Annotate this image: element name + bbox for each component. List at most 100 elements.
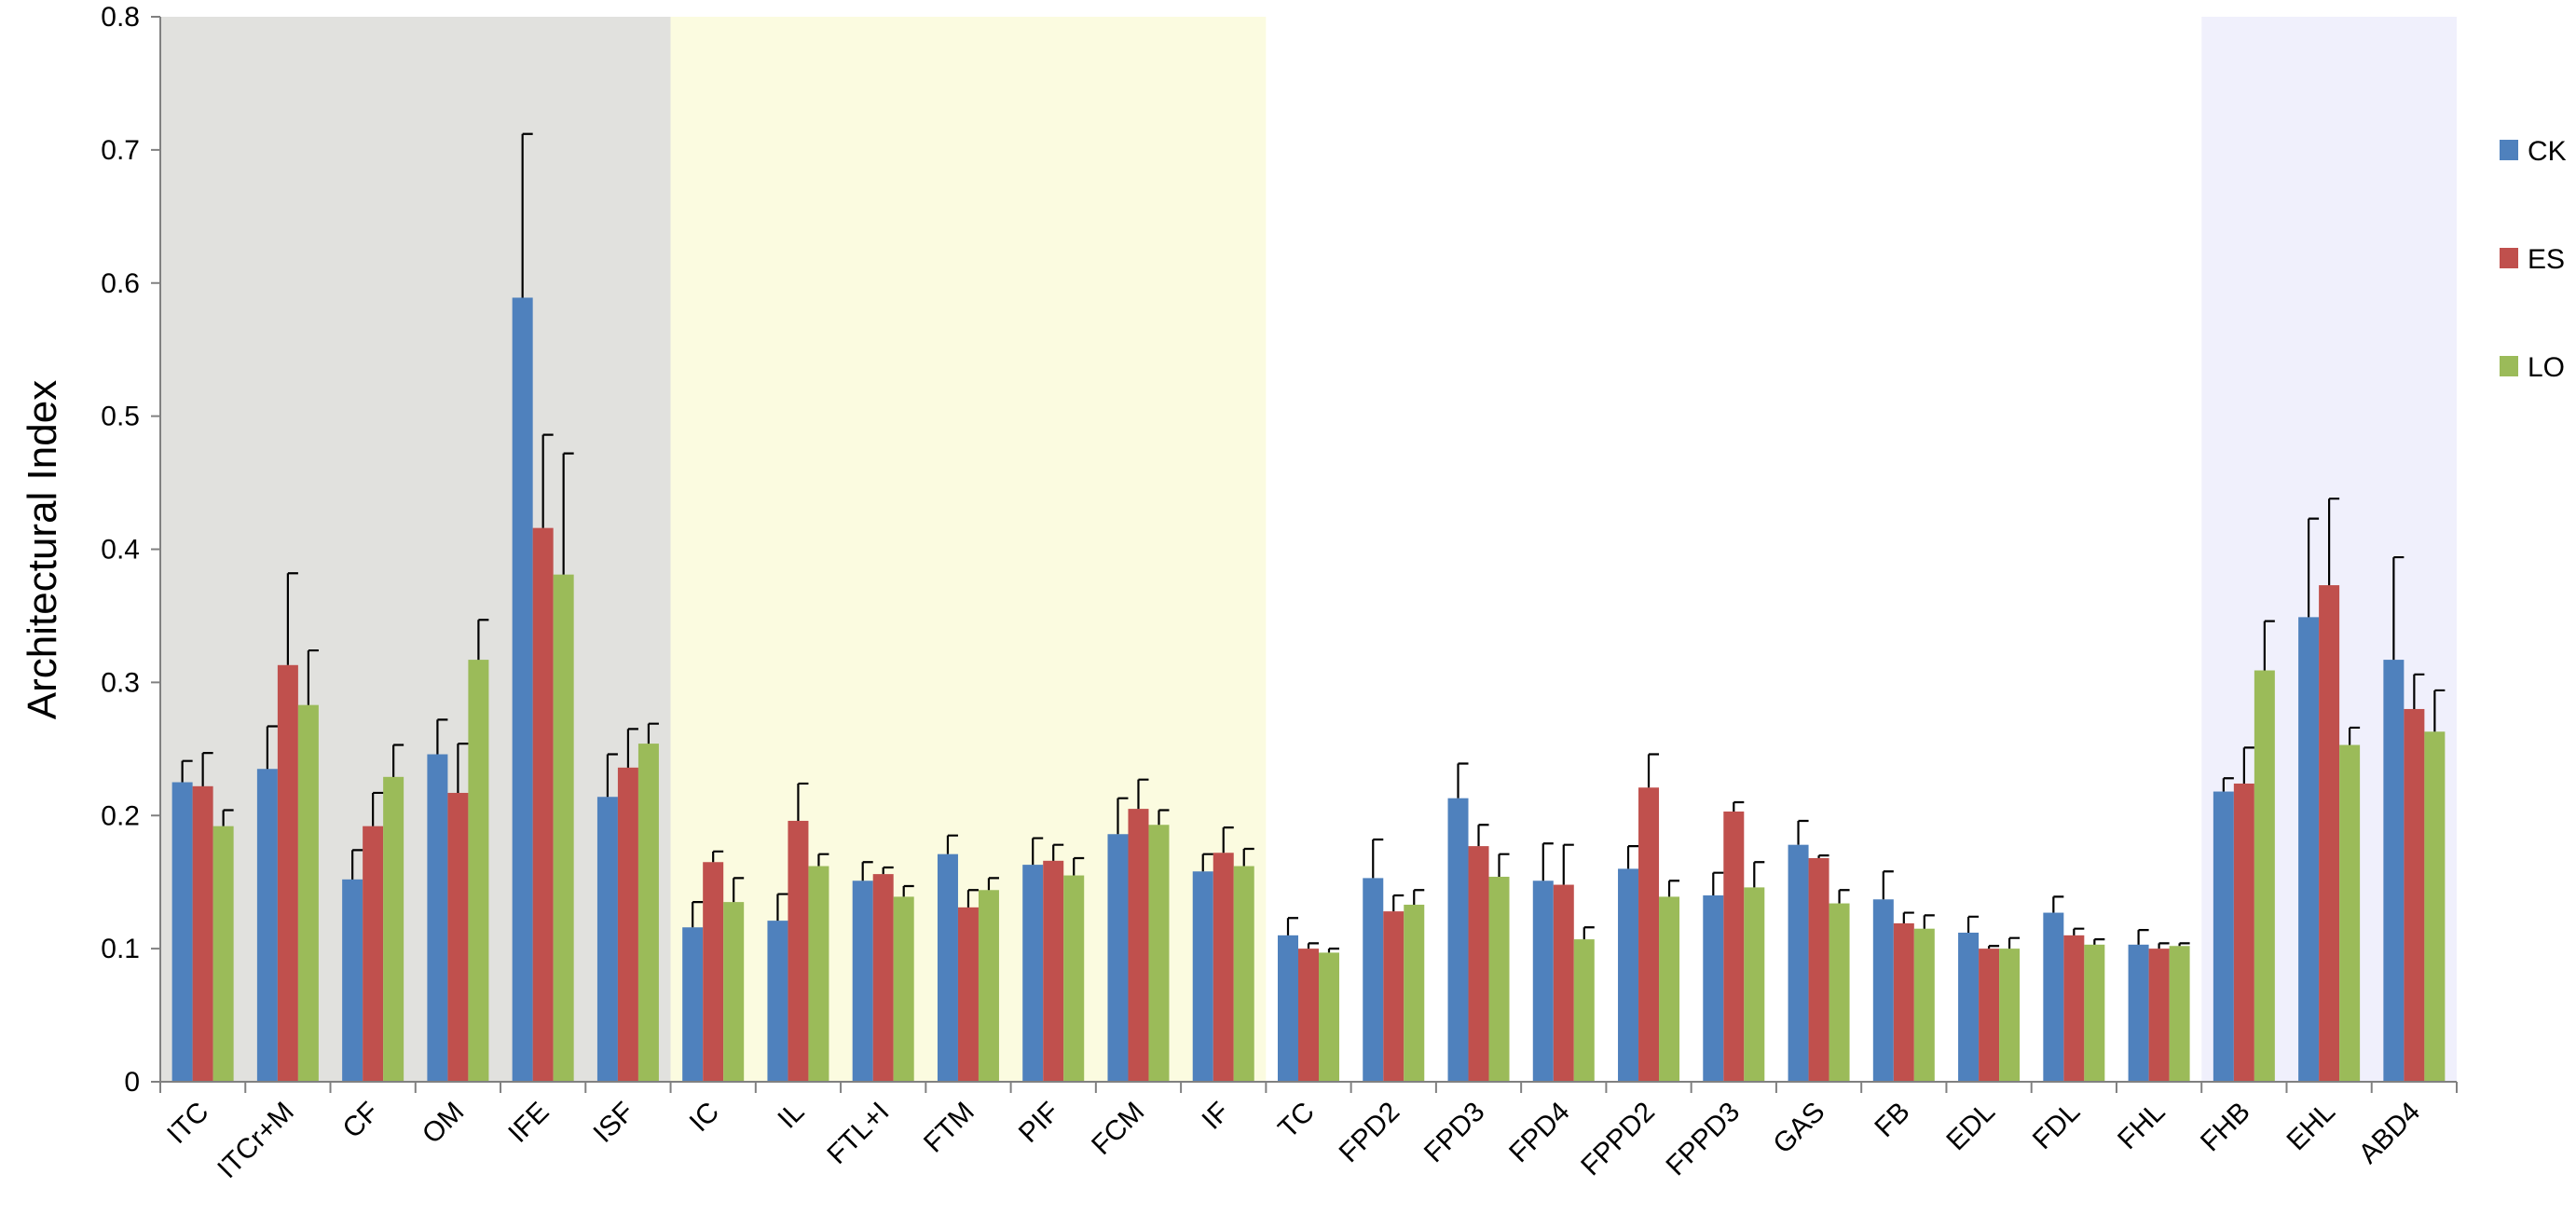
- bar-lo-ife: [553, 574, 574, 1082]
- errorbar-ck-3: [436, 718, 448, 755]
- x-tick-label: FPD3: [1418, 1097, 1491, 1169]
- bar-es-fpd3: [1468, 846, 1489, 1082]
- x-tick-label: IC: [684, 1097, 726, 1139]
- x-tick-label: FPD2: [1334, 1097, 1406, 1169]
- bar-es-edl: [1979, 949, 2000, 1082]
- legend-swatch-es: [2500, 248, 2518, 268]
- bar-ck-itc: [171, 782, 193, 1082]
- x-tick-label: OM: [417, 1097, 471, 1151]
- bar-ck-om: [427, 754, 448, 1082]
- errorbar-ck-20: [1882, 870, 1894, 900]
- x-tick-label: TC: [1272, 1097, 1321, 1145]
- bar-es-ftl-i: [872, 874, 894, 1082]
- legend: CK ES LO: [2500, 136, 2567, 383]
- errorbar-ck-26: [2392, 555, 2405, 661]
- errorbar-es-2: [372, 791, 384, 826]
- axes: [151, 16, 2458, 1093]
- errorbar-es-3: [457, 742, 469, 793]
- bar-ck-cf: [342, 879, 363, 1082]
- x-tick-label: IFE: [502, 1097, 555, 1149]
- errorbar-lo-9: [987, 877, 999, 891]
- shaded-region-1: [160, 17, 671, 1082]
- bar-lo-fcm: [1148, 825, 1170, 1082]
- x-tick-label: EHL: [2281, 1097, 2341, 1157]
- bar-lo-gas: [1829, 903, 1850, 1082]
- bar-es-fpd4: [1553, 884, 1574, 1082]
- errorbar-es-13: [1307, 942, 1319, 949]
- bar-es-fpd2: [1383, 911, 1404, 1082]
- bar-lo-ftl-i: [893, 896, 914, 1082]
- bar-ck-ehl: [2298, 617, 2320, 1082]
- bar-ck-ic: [682, 927, 704, 1082]
- x-tick-label: IL: [772, 1097, 810, 1135]
- x-tick-label: ISF: [588, 1097, 640, 1149]
- errorbar-es-16: [1562, 843, 1574, 885]
- bar-es-ehl: [2319, 585, 2340, 1082]
- x-tick-label: ABD4: [2353, 1097, 2427, 1170]
- bar-es-tc: [1298, 949, 1319, 1082]
- errorbar-lo-26: [2433, 689, 2446, 732]
- errorbar-ck-10: [1032, 837, 1044, 866]
- bar-es-fcm: [1128, 809, 1149, 1082]
- legend-label-ck: CK: [2528, 136, 2567, 167]
- errorbar-lo-8: [902, 884, 914, 897]
- errorbar-es-24: [2242, 746, 2254, 784]
- bar-es-cf: [363, 826, 384, 1082]
- errorbar-ck-24: [2222, 777, 2234, 792]
- y-tick-label: 0: [124, 1067, 140, 1098]
- errorbar-ck-13: [1286, 917, 1298, 935]
- errorbar-lo-11: [1158, 809, 1170, 826]
- errorbar-ck-4: [521, 132, 533, 298]
- bar-lo-fhl: [2169, 946, 2190, 1082]
- bar-es-fhl: [2148, 949, 2170, 1082]
- bar-lo-tc: [1319, 952, 1339, 1082]
- bar-lo-ftm: [978, 890, 999, 1082]
- errorbar-es-4: [541, 433, 554, 528]
- errorbar-es-26: [2413, 673, 2425, 709]
- errorbar-es-15: [1477, 824, 1489, 847]
- errorbar-es-6: [712, 850, 724, 863]
- errorbar-es-17: [1647, 753, 1660, 788]
- errorbar-ck-17: [1626, 845, 1639, 869]
- x-tick-label: FPPD3: [1661, 1097, 1747, 1182]
- y-tick-label: 0.3: [101, 667, 140, 698]
- bar-ck-tc: [1278, 935, 1298, 1082]
- errorbar-lo-20: [1923, 914, 1935, 929]
- y-tick-labels: 0 0.1 0.2 0.3 0.4 0.5 0.6 0.7 0.8: [101, 2, 140, 1098]
- x-tick-label: FPPD2: [1575, 1097, 1661, 1182]
- bar-marks: [171, 297, 2446, 1082]
- bar-es-gas: [1808, 857, 1829, 1082]
- errorbar-es-18: [1733, 800, 1745, 812]
- bar-es-abd4: [2404, 708, 2425, 1082]
- bar-es-fb: [1893, 922, 1914, 1082]
- y-tick-label: 0.8: [101, 2, 140, 33]
- errorbar-es-14: [1392, 894, 1404, 912]
- y-tick-label: 0.6: [101, 268, 140, 299]
- errorbar-lo-14: [1413, 889, 1425, 905]
- errorbar-lo-17: [1667, 880, 1680, 897]
- errorbar-lo-13: [1327, 948, 1339, 953]
- y-tick-label: 0.1: [101, 934, 140, 964]
- errorbar-ck-19: [1797, 819, 1809, 845]
- bar-ck-abd4: [2383, 660, 2405, 1082]
- bar-ck-fppd3: [1703, 894, 1724, 1082]
- bar-lo-om: [468, 660, 489, 1082]
- bar-ck-fb: [1872, 899, 1894, 1082]
- errorbar-lo-4: [562, 452, 574, 575]
- bar-es-il: [788, 820, 809, 1082]
- errorbar-lo-3: [477, 619, 489, 661]
- x-tick-label: FCM: [1086, 1097, 1150, 1161]
- bar-ck-ftl-i: [852, 881, 873, 1082]
- bar-es-if: [1213, 853, 1234, 1082]
- bar-es-ife: [532, 527, 554, 1082]
- errorbar-es-10: [1052, 843, 1064, 861]
- errorbar-es-23: [2158, 942, 2170, 949]
- x-tick-label: FPD4: [1503, 1097, 1576, 1169]
- errorbar-lo-7: [817, 853, 829, 867]
- bar-lo-pif: [1063, 875, 1085, 1082]
- bar-lo-isf: [637, 744, 659, 1082]
- errorbar-es-1: [286, 572, 298, 665]
- shaded-regions: [160, 17, 2457, 1082]
- bar-lo-fhb: [2254, 670, 2275, 1082]
- errorbar-lo-2: [392, 744, 404, 777]
